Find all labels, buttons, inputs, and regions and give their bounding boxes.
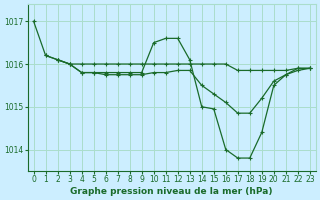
X-axis label: Graphe pression niveau de la mer (hPa): Graphe pression niveau de la mer (hPa): [70, 187, 273, 196]
